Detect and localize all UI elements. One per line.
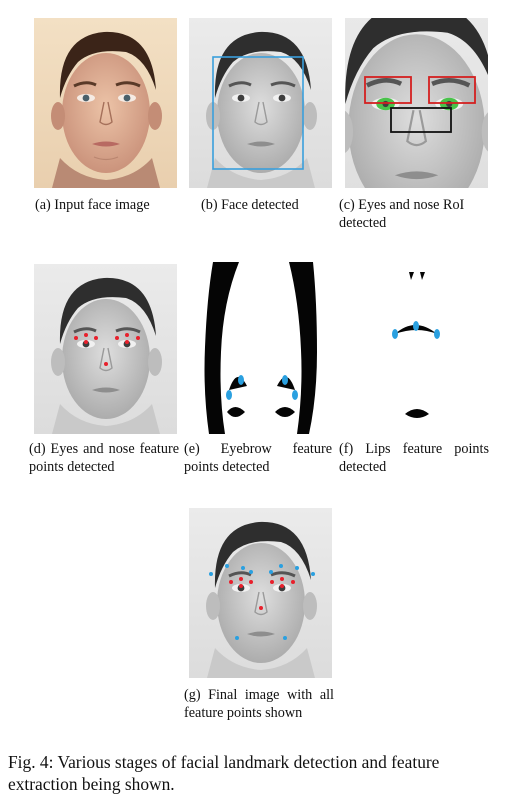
caption-a: (a) Input face image	[35, 197, 150, 213]
nose-roi-box	[390, 107, 452, 133]
final-red-points	[229, 577, 295, 610]
caption-f: (f) Lips feature points detected	[339, 441, 489, 475]
face-detected-image	[189, 18, 332, 188]
panel-eyes-nose-points	[34, 264, 177, 434]
input-face-image	[34, 18, 177, 188]
eyes-nose-roi-image	[345, 18, 488, 188]
caption-e: (e) Eyebrow feature points detected	[184, 441, 332, 475]
left-eye-roi-box	[364, 76, 412, 104]
lips-feature-points	[392, 321, 440, 339]
panel-face-detected	[189, 18, 332, 188]
caption-c: (c) Eyes and nose RoI detected	[339, 197, 465, 231]
panel-eyebrow-points	[189, 262, 332, 434]
eyebrow-feature-points	[226, 375, 298, 400]
right-eye-roi-box	[428, 76, 476, 104]
panel-final-image	[189, 508, 332, 678]
face-bounding-box	[212, 56, 304, 170]
lips-points-image	[345, 264, 488, 434]
panel-eyes-nose-roi	[345, 18, 488, 188]
panel-input-face	[34, 18, 177, 188]
final-image-all-points	[189, 508, 332, 678]
caption-d: (d) Eyes and nose feature points detecte…	[29, 441, 179, 475]
eyes-nose-points-image	[34, 264, 177, 434]
final-blue-points	[209, 564, 315, 640]
panel-lips-points	[345, 264, 488, 434]
eye-nose-feature-points	[74, 333, 140, 366]
figure-caption: Fig. 4: Various stages of facial landmar…	[8, 752, 440, 794]
eyebrow-points-image	[189, 262, 332, 434]
caption-b: (b) Face detected	[201, 197, 299, 213]
caption-g: (g) Final image with all feature points …	[184, 687, 334, 721]
